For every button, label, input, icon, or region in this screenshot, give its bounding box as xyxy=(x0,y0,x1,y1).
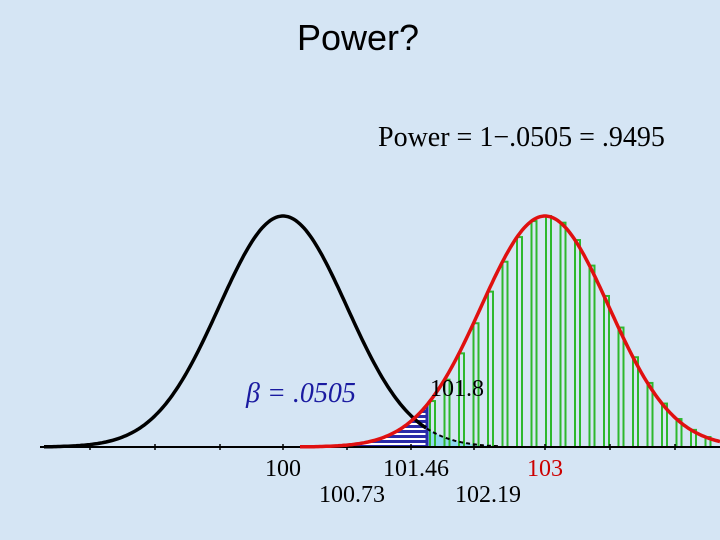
axis-label: 100 xyxy=(265,456,301,482)
beta-label: β = .0505 xyxy=(245,378,356,409)
critical-label: 101.8 xyxy=(430,376,484,402)
axis-label: 100.73 xyxy=(319,482,385,508)
figure xyxy=(40,214,720,450)
axis-label: 101.46 xyxy=(383,456,449,482)
formula: Power = 1−.0505 = .9495 xyxy=(378,122,665,153)
null-tail xyxy=(426,427,500,448)
axis-label: 102.19 xyxy=(455,482,521,508)
null-curve xyxy=(44,214,428,449)
slide-title: Power? xyxy=(297,17,419,58)
beta-region xyxy=(300,406,427,447)
alt-curve xyxy=(300,214,720,449)
axis-label: 103 xyxy=(527,456,563,482)
